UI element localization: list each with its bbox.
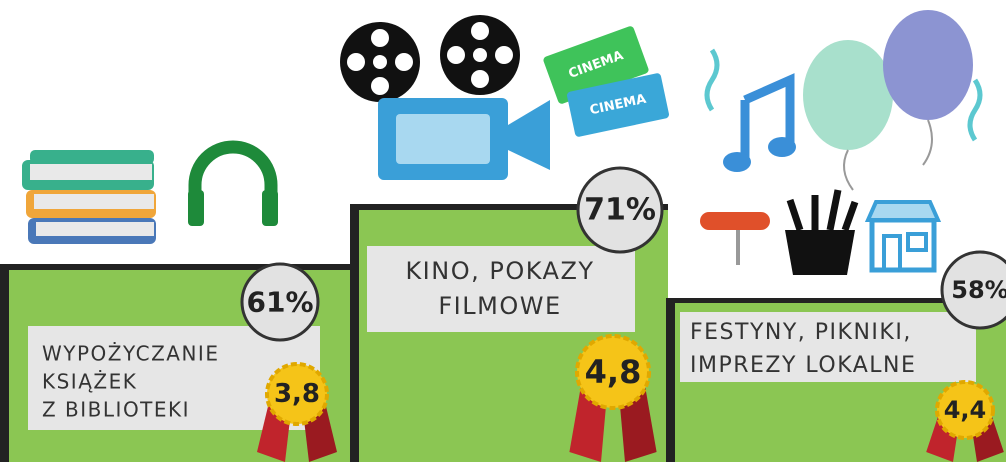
item-label: Z BIBLIOTEKI — [42, 398, 190, 422]
headphones-icon — [188, 140, 278, 226]
percent-text: 71% — [584, 193, 656, 228]
medal — [935, 380, 995, 440]
medal — [575, 334, 651, 410]
item-label: KINO, POKAZY — [405, 257, 594, 285]
item-label: FILMOWE — [438, 292, 561, 320]
rating-text: 4,8 — [585, 353, 642, 391]
books-icon — [22, 150, 156, 244]
film-camera-icon — [340, 15, 550, 180]
item-label: IMPREZY LOKALNE — [690, 353, 916, 378]
medal — [265, 362, 329, 426]
tickets-icon — [543, 26, 669, 137]
label-box — [680, 312, 976, 382]
percent-badge — [240, 262, 320, 342]
percent-badge — [576, 166, 664, 254]
item-label: FESTYNY, PIKNIKI, — [690, 320, 912, 345]
rating-text: 4,4 — [944, 396, 987, 424]
rating-text: 3,8 — [274, 379, 320, 409]
percent-text: 58% — [951, 276, 1006, 304]
festival-icons — [700, 10, 983, 275]
percent-badge — [940, 250, 1006, 330]
item-label: KSIĄŻEK — [42, 370, 137, 394]
percent-text: 61% — [246, 286, 313, 319]
label-box — [367, 246, 635, 332]
item-label: WYPOŻYCZANIE — [42, 342, 219, 366]
